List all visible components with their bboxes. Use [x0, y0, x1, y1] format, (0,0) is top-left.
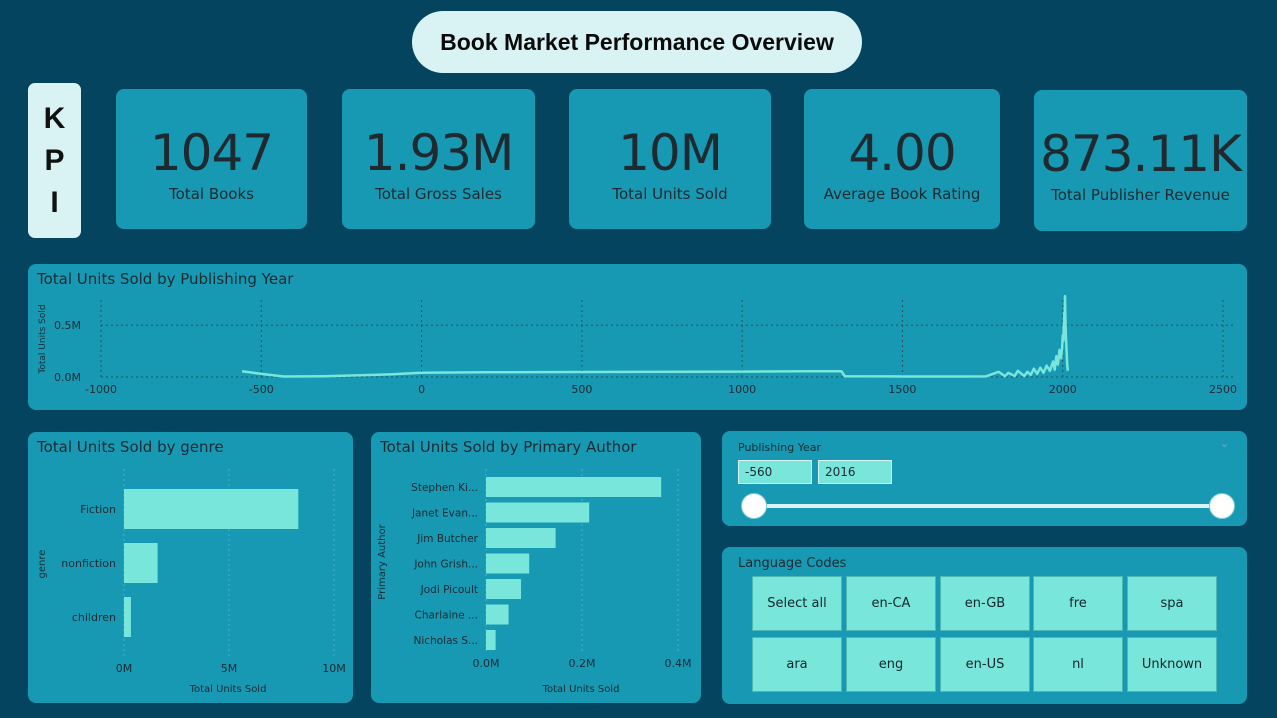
author-bar — [486, 579, 522, 599]
lang-option-nl[interactable]: nl — [1033, 637, 1123, 692]
kpi-label-text: Total Units Sold — [612, 185, 728, 203]
genre-x-tick-label: 5M — [221, 662, 238, 675]
kpi-value: 4.00 — [848, 124, 956, 182]
slider-handle-min[interactable] — [741, 493, 767, 519]
genre-y-axis-label: genre — [37, 550, 48, 579]
genre-category-label: children — [72, 611, 116, 624]
author-bar — [486, 604, 509, 625]
author-category-label: Jodi Picoult — [420, 584, 478, 596]
x-tick-label: -500 — [249, 383, 274, 396]
author-y-axis-label: Primary Author — [377, 523, 388, 599]
author-bar — [486, 502, 590, 523]
kpi-value: 10M — [618, 124, 723, 182]
author-category-label: John Grish... — [413, 559, 478, 571]
slider-track[interactable] — [754, 504, 1222, 508]
lang-option-en-ca[interactable]: en-CA — [846, 576, 936, 631]
x-tick-label: 2000 — [1049, 383, 1077, 396]
author-category-label: Jim Butcher — [416, 533, 478, 545]
author-x-axis-label: Total Units Sold — [542, 684, 620, 695]
author-category-label: Nicholas S... — [414, 635, 478, 647]
kpi-letter-k: K — [43, 101, 66, 135]
kpi-label-text: Average Book Rating — [823, 185, 981, 203]
genre-x-tick-label: 10M — [322, 662, 346, 675]
line-chart-title: Total Units Sold by Publishing Year — [37, 270, 294, 288]
kpi-card-total-books[interactable]: 1047 Total Books — [116, 89, 307, 229]
lang-option-en-gb[interactable]: en-GB — [940, 576, 1030, 631]
line-y-axis-label: Total Units Sold — [38, 304, 48, 374]
kpi-label-text: Total Books — [169, 185, 254, 203]
author-bar — [486, 477, 662, 497]
author-category-label: Janet Evan... — [411, 508, 478, 520]
genre-bar — [124, 597, 131, 637]
author-bar — [486, 553, 530, 574]
author-chart-title: Total Units Sold by Primary Author — [380, 438, 637, 456]
author-bar — [486, 630, 496, 650]
lang-option-ara[interactable]: ara — [752, 637, 842, 692]
author-bar-chart: Primary Author Total Units Sold 0.0M 0.2M… — [377, 469, 692, 695]
kpi-card-average-book-rating[interactable]: 4.00 Average Book Rating — [804, 89, 1000, 229]
slider-handle-max[interactable] — [1209, 493, 1235, 519]
author-chart-panel[interactable]: Total Units Sold by Primary Author Prima… — [371, 432, 701, 703]
genre-category-label: Fiction — [80, 503, 116, 516]
x-tick-label: 1000 — [728, 383, 756, 396]
genre-bar-chart: genre Total Units Sold 0M 5M 10M Fiction non… — [37, 469, 346, 695]
author-x-tick-label: 0.0M — [473, 657, 500, 670]
author-x-tick-label: 0.4M — [665, 657, 692, 670]
series-line-total-units-sold — [241, 294, 1070, 378]
year-max-input[interactable]: 2016 — [818, 460, 892, 484]
lang-option-select-all[interactable]: Select all — [752, 576, 842, 631]
year-min-input[interactable]: -560 — [738, 460, 812, 484]
chevron-down-icon[interactable]: ⌄ — [1220, 437, 1230, 450]
genre-bar — [124, 489, 299, 529]
kpi-value: 1047 — [149, 124, 274, 182]
genre-chart-title: Total Units Sold by genre — [37, 438, 224, 456]
x-tick-label: 2500 — [1209, 383, 1237, 396]
kpi-label-text: Total Gross Sales — [375, 185, 502, 203]
lang-option-eng[interactable]: eng — [846, 637, 936, 692]
genre-x-axis-label: Total Units Sold — [189, 684, 267, 695]
x-tick-label: -1000 — [85, 383, 117, 396]
lang-option-unknown[interactable]: Unknown — [1127, 637, 1217, 692]
publishing-year-slicer[interactable]: Publishing Year ⌄ -560 2016 — [722, 431, 1247, 526]
kpi-value: 1.93M — [363, 124, 514, 182]
y-tick-label: 0.5M — [54, 319, 81, 332]
lang-option-fre[interactable]: fre — [1033, 576, 1123, 631]
y-tick-label: 0.0M — [54, 371, 81, 384]
genre-x-tick-label: 0M — [116, 662, 133, 675]
language-codes-slicer[interactable]: Language Codes Select all en-CA en-GB fr… — [722, 547, 1247, 704]
genre-bar — [124, 543, 158, 583]
x-tick-label: 1500 — [888, 383, 916, 396]
kpi-letter-i: I — [50, 185, 59, 219]
genre-category-label: nonfiction — [61, 557, 116, 570]
page-title: Book Market Performance Overview — [412, 11, 862, 73]
author-bar — [486, 528, 556, 548]
language-slicer-title: Language Codes — [738, 556, 847, 571]
x-tick-label: 500 — [571, 383, 592, 396]
kpi-value: 873.11K — [1040, 125, 1242, 183]
kpi-card-total-units-sold[interactable]: 10M Total Units Sold — [569, 89, 771, 229]
kpi-label: K P I — [28, 83, 81, 238]
lang-option-en-us[interactable]: en-US — [940, 637, 1030, 692]
kpi-label-text: Total Publisher Revenue — [1051, 186, 1230, 204]
author-category-label: Stephen Ki... — [411, 482, 478, 494]
slicer-label: Publishing Year — [738, 441, 822, 454]
kpi-letter-p: P — [44, 143, 65, 177]
author-category-label: Charlaine ... — [415, 610, 478, 622]
lang-option-spa[interactable]: spa — [1127, 576, 1217, 631]
line-chart: Total Units Sold -1000 -500 0 500 1000 1500 20… — [38, 294, 1237, 396]
line-chart-panel[interactable]: Total Units Sold by Publishing Year Tota… — [28, 264, 1247, 410]
genre-chart-panel[interactable]: Total Units Sold by genre genre Total Un… — [28, 432, 353, 703]
x-tick-label: 0 — [418, 383, 425, 396]
author-x-tick-label: 0.2M — [569, 657, 596, 670]
kpi-card-total-publisher-revenue[interactable]: 873.11K Total Publisher Revenue — [1034, 90, 1247, 231]
kpi-card-total-gross-sales[interactable]: 1.93M Total Gross Sales — [342, 89, 535, 229]
